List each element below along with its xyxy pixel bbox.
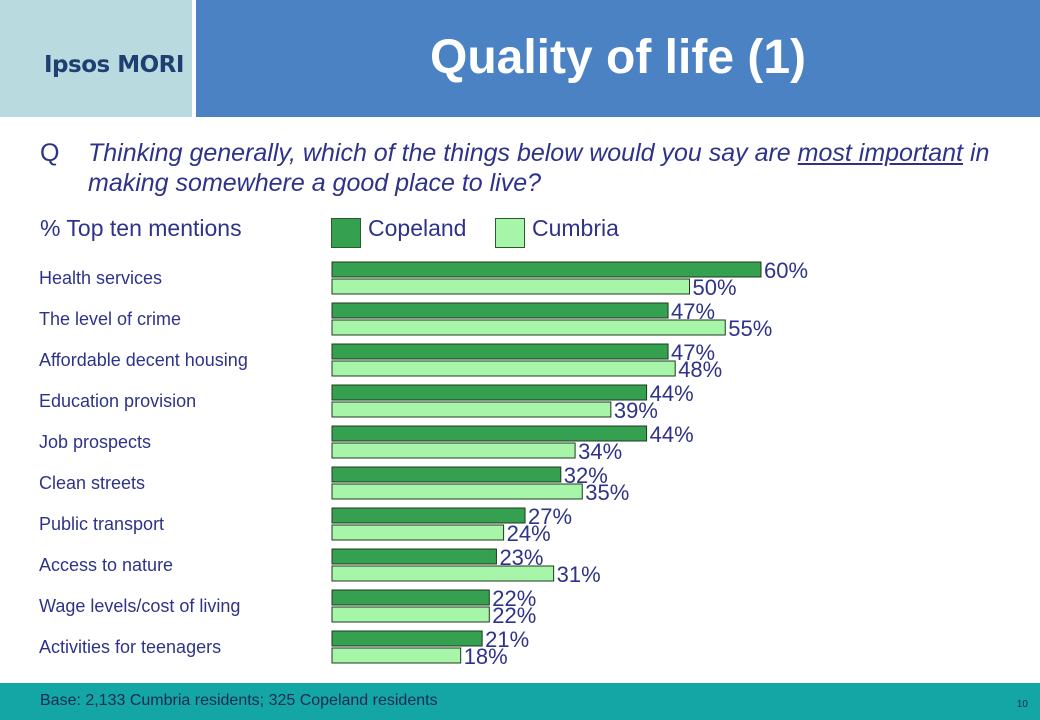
category-label-job-prospects: Job prospects bbox=[39, 432, 151, 452]
title-band: Quality of life (1) bbox=[196, 0, 1040, 117]
bar-cumbria-education-provision bbox=[331, 401, 612, 418]
question-text-underlined: most important bbox=[797, 139, 963, 167]
value-label-copeland-wage-levels-cost-of-living: 22% bbox=[492, 586, 536, 611]
category-label-the-level-of-crime: The level of crime bbox=[39, 309, 181, 329]
bar-cumbria-the-level-of-crime bbox=[331, 319, 726, 336]
chart-subtitle: % Top ten mentions bbox=[40, 215, 242, 241]
base-note: Base: 2,133 Cumbria residents; 325 Copel… bbox=[40, 692, 438, 709]
bar-chart: Health services 60% 50% The level of crime 4… bbox=[39, 258, 808, 669]
value-label-copeland-activities-for-teenagers: 21% bbox=[485, 627, 529, 652]
ipsos-mori-logo: Ipsos MORI bbox=[44, 52, 184, 78]
value-label-cumbria-clean-streets: 35% bbox=[585, 480, 629, 505]
value-label-cumbria-wage-levels-cost-of-living: 22% bbox=[492, 603, 536, 628]
value-label-cumbria-job-prospects: 34% bbox=[578, 439, 622, 464]
value-label-cumbria-activities-for-teenagers: 18% bbox=[464, 644, 508, 669]
value-label-copeland-health-services: 60% bbox=[764, 258, 808, 283]
bar-cumbria-public-transport bbox=[331, 524, 505, 541]
value-label-copeland-public-transport: 27% bbox=[528, 504, 572, 529]
category-label-education-provision: Education provision bbox=[39, 391, 196, 411]
bar-cumbria-activities-for-teenagers bbox=[331, 647, 462, 664]
value-label-cumbria-the-level-of-crime: 55% bbox=[728, 316, 772, 341]
bar-copeland-affordable-decent-housing bbox=[331, 343, 669, 360]
value-label-copeland-job-prospects: 44% bbox=[650, 422, 694, 447]
value-label-copeland-affordable-decent-housing: 47% bbox=[671, 340, 715, 365]
value-label-copeland-education-provision: 44% bbox=[650, 381, 694, 406]
value-label-cumbria-education-provision: 39% bbox=[614, 398, 658, 423]
bar-copeland-clean-streets bbox=[331, 466, 562, 483]
value-label-cumbria-access-to-nature: 31% bbox=[557, 562, 601, 587]
category-label-wage-levels-cost-of-living: Wage levels/cost of living bbox=[39, 596, 240, 616]
legend-swatch-cumbria bbox=[495, 218, 525, 248]
bar-cumbria-clean-streets bbox=[331, 483, 583, 500]
legend-label-copeland: Copeland bbox=[368, 215, 467, 241]
bar-copeland-job-prospects bbox=[331, 425, 648, 442]
question-text-before: Thinking generally, which of the things … bbox=[88, 139, 798, 167]
value-label-cumbria-affordable-decent-housing: 48% bbox=[678, 357, 722, 382]
bar-cumbria-wage-levels-cost-of-living bbox=[331, 606, 490, 623]
bar-copeland-education-provision bbox=[331, 384, 648, 401]
slide-title: Quality of life (1) bbox=[429, 31, 807, 84]
bar-cumbria-access-to-nature bbox=[331, 565, 555, 582]
question-letter: Q bbox=[40, 139, 60, 167]
category-label-clean-streets: Clean streets bbox=[39, 473, 145, 493]
legend-label-cumbria: Cumbria bbox=[532, 215, 619, 241]
panel-divider bbox=[192, 0, 196, 117]
legend-swatch-copeland bbox=[331, 218, 361, 248]
question-text: Thinking generally, which of the things … bbox=[88, 138, 1018, 198]
bar-copeland-activities-for-teenagers bbox=[331, 630, 483, 647]
category-label-access-to-nature: Access to nature bbox=[39, 555, 173, 575]
category-label-public-transport: Public transport bbox=[39, 514, 164, 534]
value-label-cumbria-health-services: 50% bbox=[693, 275, 737, 300]
bar-copeland-public-transport bbox=[331, 507, 526, 524]
bar-copeland-health-services bbox=[331, 261, 762, 278]
value-label-cumbria-public-transport: 24% bbox=[507, 521, 551, 546]
bar-copeland-the-level-of-crime bbox=[331, 302, 669, 319]
bar-cumbria-affordable-decent-housing bbox=[331, 360, 676, 377]
bar-cumbria-job-prospects bbox=[331, 442, 576, 459]
logo-panel: Ipsos MORI bbox=[0, 0, 192, 117]
question-text-after: in making somewhere a good place to live… bbox=[88, 139, 990, 197]
category-label-affordable-decent-housing: Affordable decent housing bbox=[39, 350, 248, 370]
bar-cumbria-health-services bbox=[331, 278, 690, 295]
page-number: 10 bbox=[1016, 699, 1028, 710]
category-label-activities-for-teenagers: Activities for teenagers bbox=[39, 637, 221, 657]
bar-copeland-access-to-nature bbox=[331, 548, 497, 565]
footer-band: Base: 2,133 Cumbria residents; 325 Copel… bbox=[0, 683, 1040, 720]
category-label-health-services: Health services bbox=[39, 268, 162, 288]
bar-copeland-wage-levels-cost-of-living bbox=[331, 589, 490, 606]
